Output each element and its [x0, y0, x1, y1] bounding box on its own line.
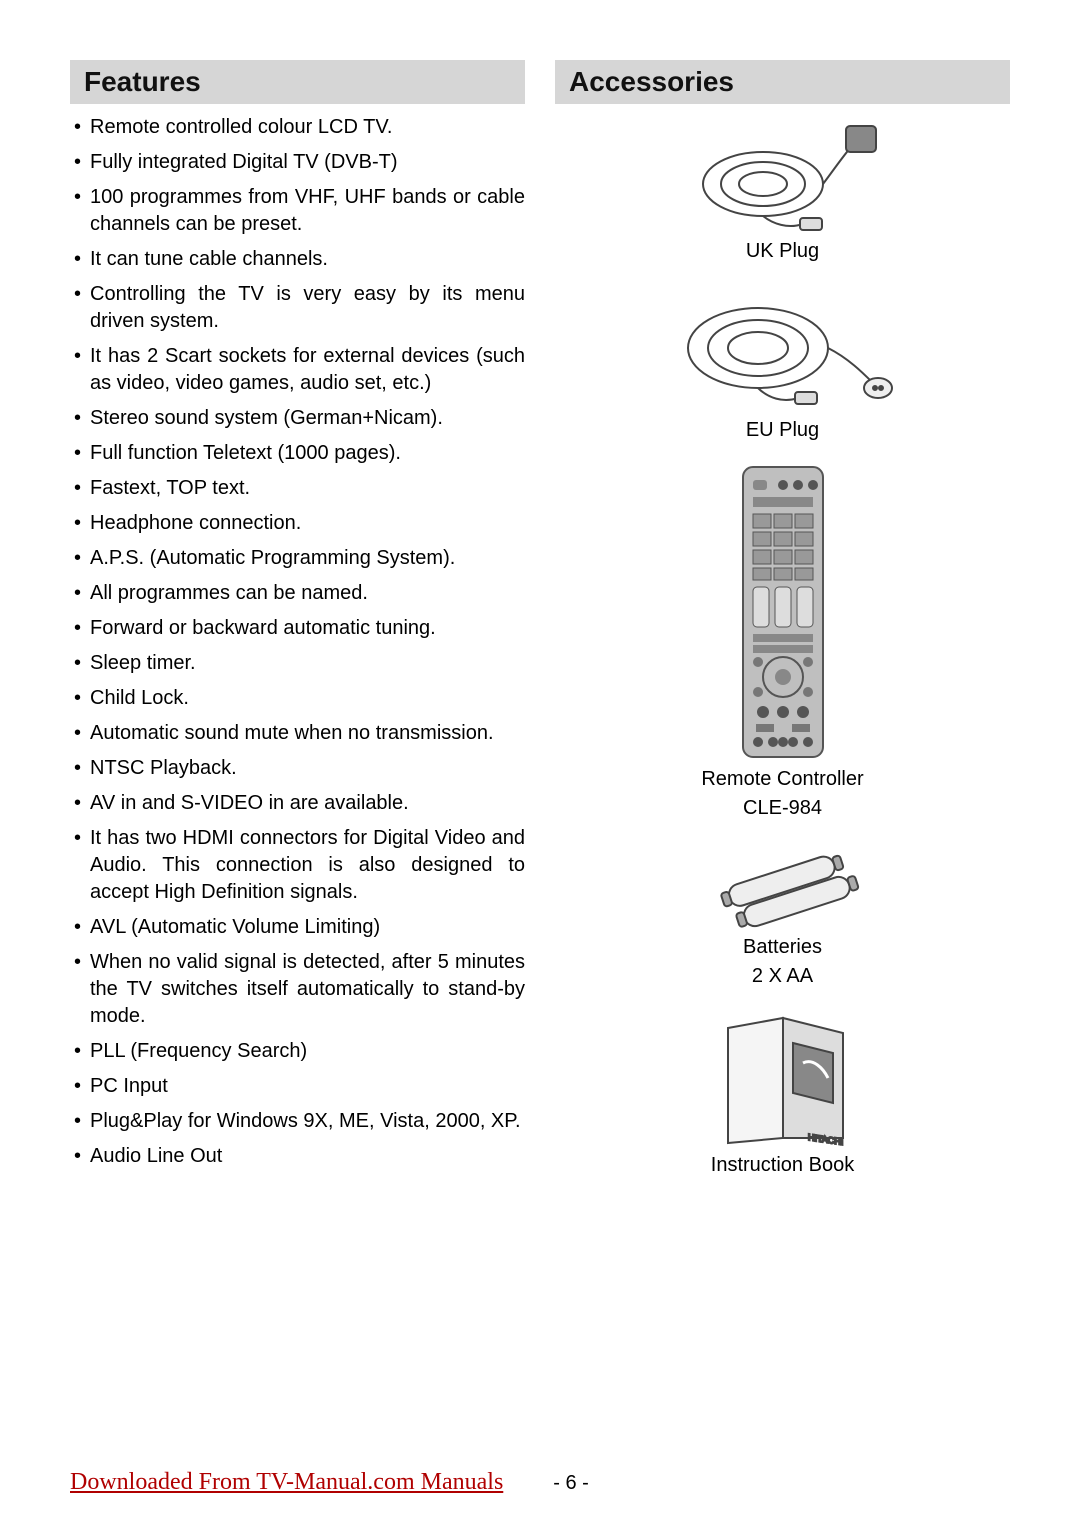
feature-item: PLL (Frequency Search)	[70, 1038, 525, 1065]
features-column: Features Remote controlled colour LCD TV…	[70, 60, 525, 1178]
eu-plug-icon	[673, 283, 893, 413]
accessory-label: Instruction Book	[555, 1154, 1010, 1177]
accessory-label-2: 2 X AA	[555, 965, 1010, 988]
feature-item: Remote controlled colour LCD TV.	[70, 114, 525, 141]
batteries-icon	[703, 840, 863, 930]
accessory-eu-plug: EU Plug	[555, 283, 1010, 442]
accessory-uk-plug: UK Plug	[555, 124, 1010, 263]
feature-item: It can tune cable channels.	[70, 246, 525, 273]
feature-item: Full function Teletext (1000 pages).	[70, 440, 525, 467]
accessory-label: EU Plug	[555, 419, 1010, 442]
footer-link[interactable]: Downloaded From TV-Manual.com Manuals	[70, 1469, 503, 1496]
feature-item: When no valid signal is detected, after …	[70, 949, 525, 1030]
feature-item: Plug&Play for Windows 9X, ME, Vista, 200…	[70, 1108, 525, 1135]
feature-item: Fully integrated Digital TV (DVB-T)	[70, 149, 525, 176]
feature-item: Sleep timer.	[70, 650, 525, 677]
page-number: - 6 -	[553, 1472, 589, 1495]
feature-item: Fastext, TOP text.	[70, 475, 525, 502]
features-heading: Features	[70, 60, 525, 104]
feature-item: PC Input	[70, 1073, 525, 1100]
feature-item: Audio Line Out	[70, 1143, 525, 1170]
remote-icon	[728, 462, 838, 762]
feature-item: It has two HDMI connectors for Digital V…	[70, 825, 525, 906]
book-icon: HITACHI	[708, 1008, 858, 1148]
feature-item: AVL (Automatic Volume Limiting)	[70, 914, 525, 941]
accessory-label: Batteries	[555, 936, 1010, 959]
feature-item: Headphone connection.	[70, 510, 525, 537]
accessory-label-2: CLE-984	[555, 797, 1010, 820]
accessory-remote: Remote Controller CLE-984	[555, 462, 1010, 820]
feature-item: Stereo sound system (German+Nicam).	[70, 405, 525, 432]
feature-item: A.P.S. (Automatic Programming System).	[70, 545, 525, 572]
features-list: Remote controlled colour LCD TV. Fully in…	[70, 114, 525, 1170]
accessory-book: HITACHI Instruction Book	[555, 1008, 1010, 1177]
accessories-column: Accessories UK Plug	[555, 60, 1010, 1178]
footer: Downloaded From TV-Manual.com Manuals - …	[70, 1469, 1010, 1496]
feature-item: AV in and S-VIDEO in are available.	[70, 790, 525, 817]
feature-item: NTSC Playback.	[70, 755, 525, 782]
feature-item: Forward or backward automatic tuning.	[70, 615, 525, 642]
accessory-label: UK Plug	[555, 240, 1010, 263]
feature-item: Child Lock.	[70, 685, 525, 712]
feature-item: Automatic sound mute when no transmissio…	[70, 720, 525, 747]
feature-item: Controlling the TV is very easy by its m…	[70, 281, 525, 335]
feature-item: It has 2 Scart sockets for external devi…	[70, 343, 525, 397]
feature-item: All programmes can be named.	[70, 580, 525, 607]
accessories-heading: Accessories	[555, 60, 1010, 104]
feature-item: 100 programmes from VHF, UHF bands or ca…	[70, 184, 525, 238]
accessory-label: Remote Controller	[555, 768, 1010, 791]
uk-plug-icon	[688, 124, 878, 234]
accessory-batteries: Batteries 2 X AA	[555, 840, 1010, 988]
